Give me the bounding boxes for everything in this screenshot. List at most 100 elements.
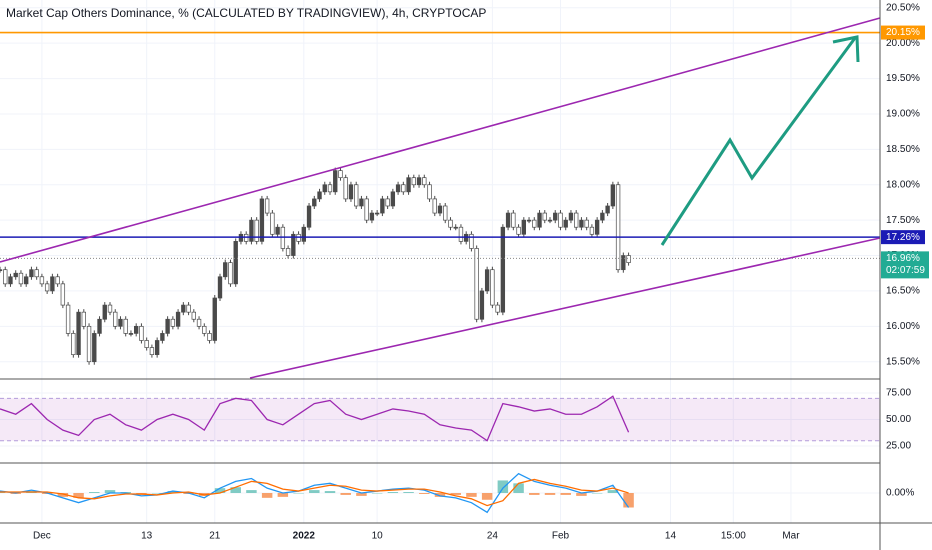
macd-histogram (356, 493, 367, 496)
candle (92, 333, 97, 363)
x-tick-label: 24 (487, 531, 499, 542)
y-tick-label: 20.00% (886, 38, 920, 49)
candle (181, 304, 186, 313)
macd-histogram (293, 493, 304, 494)
candle (385, 198, 390, 207)
candle (44, 283, 50, 292)
x-tick-label: 15:00 (721, 531, 746, 542)
candle (270, 212, 275, 235)
macd-histogram (529, 493, 540, 495)
macd-histogram (544, 493, 556, 495)
rsi-line (0, 395, 630, 442)
candle (594, 219, 600, 235)
candle (484, 269, 490, 292)
macd-histogram (481, 493, 493, 500)
candle (191, 311, 196, 320)
y-tick-label: 15.50% (886, 356, 920, 367)
macd-histogram (403, 492, 414, 493)
candle (13, 272, 18, 278)
candle (563, 219, 568, 228)
candle (553, 212, 558, 221)
countdown: 02:07:59 (886, 265, 925, 276)
signal-line (0, 478, 629, 507)
candle (29, 269, 34, 278)
macd-histogram (450, 493, 461, 495)
arrow-head (832, 35, 860, 63)
candle (448, 219, 453, 228)
x-tick-label: 14 (665, 531, 677, 542)
candle (584, 219, 589, 228)
x-tick-label: 13 (141, 531, 153, 542)
candle (50, 276, 55, 292)
macd-histogram (261, 493, 273, 498)
candle (65, 304, 71, 334)
candle (380, 198, 385, 214)
macd-histogram (104, 490, 116, 493)
x-tick-label: Mar (782, 531, 800, 542)
last-price-label: 16.96% (886, 253, 920, 264)
candle (228, 262, 233, 285)
candle (107, 304, 113, 313)
candle (615, 184, 621, 271)
x-tick-label: 10 (372, 531, 384, 542)
y-tick-label: 17.50% (886, 215, 920, 226)
candle (291, 233, 296, 256)
candle (526, 219, 532, 222)
candle (144, 340, 149, 348)
candle (0, 269, 3, 272)
candle (160, 333, 165, 341)
candle (322, 184, 327, 193)
candle (97, 318, 102, 334)
macd-histogram (434, 493, 446, 497)
y-tick-label: 75.00 (886, 388, 911, 399)
candle (259, 198, 265, 242)
macd-histogram (309, 490, 320, 493)
candle (359, 198, 364, 207)
candle (202, 325, 207, 334)
candle (81, 311, 86, 327)
candle (411, 177, 416, 186)
y-tick-label: 16.00% (886, 321, 920, 332)
candle (558, 212, 563, 228)
candle (600, 212, 605, 221)
marks (0, 31, 880, 514)
x-tick-label: 21 (209, 531, 221, 542)
candle (207, 333, 212, 341)
candle (490, 269, 495, 306)
candle (102, 304, 107, 320)
y-tick-label: 19.50% (886, 73, 920, 84)
candle (369, 212, 375, 221)
candle (139, 325, 144, 341)
candle (39, 276, 45, 285)
candle (479, 290, 485, 320)
macd-histogram (324, 491, 336, 493)
candle (532, 219, 537, 228)
candle (34, 269, 39, 278)
candle (285, 248, 291, 256)
macd-histogram (214, 488, 226, 493)
candle (212, 297, 217, 341)
candle (196, 318, 202, 327)
candle (621, 255, 626, 271)
last-price-badge (881, 251, 929, 279)
y-tick-label: 16.50% (886, 286, 920, 297)
candle (374, 212, 380, 215)
candle (589, 226, 595, 235)
candle (3, 269, 8, 285)
x-tick-label: 2022 (293, 531, 316, 542)
macd-histogram (167, 491, 179, 493)
projection-arrow (660, 37, 857, 246)
candle (474, 248, 479, 320)
candle (579, 219, 584, 228)
candle (568, 212, 574, 221)
candle (348, 184, 354, 200)
macd-histogram (513, 483, 524, 493)
y-tick-label: 18.50% (886, 144, 920, 155)
channel-lower (249, 237, 881, 379)
macd-histogram (371, 493, 383, 494)
candle (443, 205, 448, 221)
candle (223, 262, 228, 278)
y-tick-label: 50.00 (886, 414, 911, 425)
candle (175, 311, 181, 327)
